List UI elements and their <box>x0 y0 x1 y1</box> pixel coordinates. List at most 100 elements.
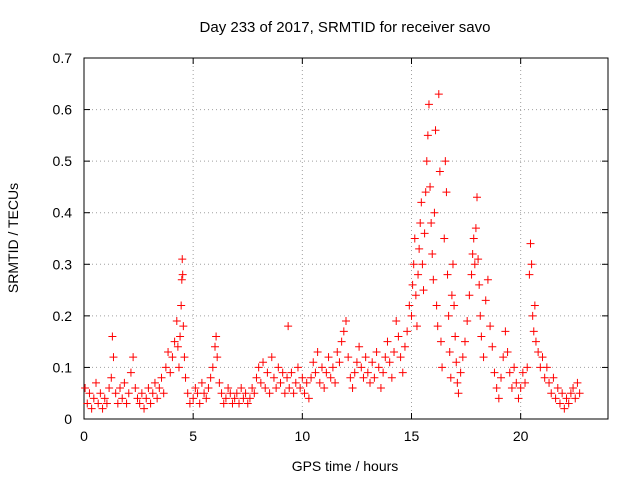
data-point <box>420 229 429 238</box>
data-point <box>445 347 454 356</box>
data-point <box>510 363 519 372</box>
data-point <box>181 373 190 382</box>
data-point <box>460 337 469 346</box>
data-point <box>530 301 539 310</box>
data-point <box>456 368 465 377</box>
data-point <box>126 368 135 377</box>
data-point <box>463 317 472 326</box>
data-point <box>518 368 527 377</box>
data-point <box>204 384 213 393</box>
data-point <box>108 332 117 341</box>
data-point <box>157 373 166 382</box>
data-point <box>89 394 98 403</box>
data-point <box>256 378 265 387</box>
data-point <box>499 353 508 362</box>
data-point <box>267 353 276 362</box>
data-point <box>243 399 252 408</box>
data-point <box>280 389 289 398</box>
data-point <box>221 394 230 403</box>
data-point <box>446 373 455 382</box>
data-point <box>534 347 543 356</box>
data-point <box>140 404 149 413</box>
data-point <box>346 373 355 382</box>
data-point <box>507 384 516 393</box>
data-point <box>553 384 562 393</box>
data-point <box>120 378 129 387</box>
data-point <box>566 389 575 398</box>
data-point <box>254 363 263 372</box>
data-point <box>87 404 96 413</box>
data-point <box>324 353 333 362</box>
data-point <box>470 260 479 269</box>
data-point <box>178 270 187 279</box>
data-point <box>237 384 246 393</box>
x-tick-label: 10 <box>295 428 311 444</box>
data-point <box>250 389 259 398</box>
data-point <box>202 394 211 403</box>
data-point <box>505 368 514 377</box>
data-point <box>285 384 294 393</box>
data-point <box>317 363 326 372</box>
data-point <box>416 219 425 228</box>
data-point <box>359 373 368 382</box>
data-point <box>410 234 419 243</box>
data-point <box>183 389 192 398</box>
data-point <box>328 363 337 372</box>
data-point <box>166 368 175 377</box>
data-point <box>381 353 390 362</box>
data-point <box>452 358 461 367</box>
data-point <box>400 342 409 351</box>
data-point <box>83 399 92 408</box>
data-point <box>458 353 467 362</box>
data-point <box>200 389 209 398</box>
data-point <box>289 389 298 398</box>
data-point <box>208 363 217 372</box>
data-point <box>111 389 120 398</box>
data-point <box>352 358 361 367</box>
data-point <box>131 384 140 393</box>
data-point <box>408 280 417 289</box>
data-point <box>92 378 101 387</box>
data-point <box>217 389 226 398</box>
data-point <box>423 131 432 140</box>
data-point <box>174 363 183 372</box>
data-point <box>538 353 547 362</box>
data-point <box>486 322 495 331</box>
data-point <box>284 322 293 331</box>
data-point <box>394 332 403 341</box>
data-point <box>241 389 250 398</box>
y-tick-label: 0.7 <box>53 50 73 66</box>
data-point <box>179 322 188 331</box>
data-point <box>129 353 138 362</box>
y-tick-label: 0 <box>64 411 72 427</box>
data-point <box>178 255 187 264</box>
data-point <box>322 368 331 377</box>
y-tick-label: 0.1 <box>53 359 73 375</box>
data-point <box>219 399 228 408</box>
data-point <box>148 389 157 398</box>
data-points <box>81 90 584 413</box>
data-point <box>245 394 254 403</box>
data-point <box>109 353 118 362</box>
y-axis-label: SRMTID / TECUs <box>5 183 21 293</box>
data-point <box>361 353 370 362</box>
data-point <box>235 399 244 408</box>
data-point <box>283 373 292 382</box>
data-point <box>415 244 424 253</box>
data-point <box>523 363 532 372</box>
data-point <box>189 394 198 403</box>
data-point <box>272 384 281 393</box>
data-point <box>177 275 186 284</box>
data-point <box>417 198 426 207</box>
data-point <box>265 389 274 398</box>
data-point <box>296 384 305 393</box>
data-point <box>153 394 162 403</box>
data-point <box>366 378 375 387</box>
x-axis-label: GPS time / hours <box>292 458 399 474</box>
data-point <box>287 368 296 377</box>
y-tick-label: 0.2 <box>53 308 73 324</box>
data-point <box>98 404 107 413</box>
data-point <box>368 358 377 367</box>
x-tick-label: 15 <box>404 428 420 444</box>
data-point <box>259 358 268 367</box>
